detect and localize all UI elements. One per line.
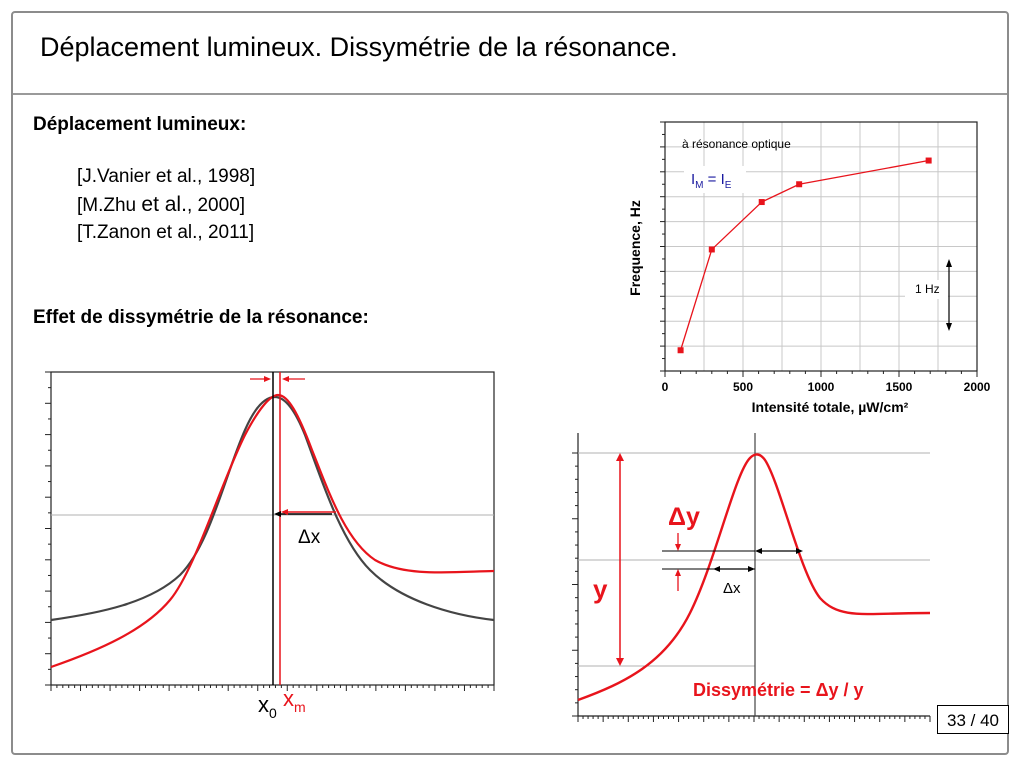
- reference-text-etal: et al.: [141, 193, 187, 216]
- dy-label: Δy: [668, 503, 700, 531]
- chart-grid: [665, 122, 977, 371]
- section-heading-asymmetry: Effet de dissymétrie de la résonance:: [33, 307, 369, 328]
- reference-vanier: [J.Vanier et al., 1998]: [77, 166, 255, 188]
- dx-label: Δx: [723, 580, 741, 597]
- dx-lower-head-left: [713, 566, 720, 572]
- data-point: [796, 181, 803, 188]
- x-marker-labels: x0 xm: [258, 686, 306, 721]
- y-span-head-bottom: [616, 658, 624, 666]
- dx-arrows: [713, 548, 803, 572]
- x-tick-label: 1000: [808, 380, 835, 394]
- y-span-arrow: [616, 453, 624, 666]
- annotation-background: [684, 166, 746, 193]
- dy-arrows: [675, 533, 681, 591]
- axis-ticks: [45, 371, 495, 691]
- x-tick-labels: 0 500 1000 1500 2000: [662, 380, 991, 394]
- y-axis-label: Frequence, Hz: [627, 200, 643, 296]
- axis-ticks: [660, 121, 978, 377]
- reference-text: [J.Vanier et al., 1998]: [77, 166, 256, 187]
- slide-title: Déplacement lumineux. Dissymétrie de la …: [40, 32, 678, 62]
- dx-lower-head-right: [748, 566, 755, 572]
- x-tick-label: 500: [733, 380, 753, 394]
- x-tick-label: 2000: [964, 380, 991, 394]
- x-tick-label: 1500: [886, 380, 913, 394]
- arrow-right-head: [282, 376, 289, 382]
- data-point: [758, 199, 765, 206]
- reference-text: [T.Zanon et al., 2011]: [77, 222, 255, 243]
- data-point: [708, 246, 715, 253]
- scale-label: 1 Hz: [915, 282, 940, 296]
- asymmetry-formula: Dissymétrie = Δy / y: [693, 680, 864, 700]
- dx-upper-head-right: [796, 548, 803, 554]
- series-red-curve: [577, 453, 931, 702]
- axis-ticks: [572, 452, 931, 722]
- xm-label: xm: [283, 686, 306, 715]
- scale-label-background: [905, 280, 948, 299]
- series-points: [677, 157, 932, 354]
- data-point: [677, 347, 684, 354]
- dx-upper-head-left: [755, 548, 762, 554]
- delta-x-arrows: [274, 509, 336, 517]
- data-point: [925, 157, 932, 164]
- annotation-optical-resonance: à résonance optique: [682, 137, 791, 151]
- x0-label: x0: [258, 692, 277, 721]
- slide-frame: [11, 11, 1009, 755]
- y-span-head-top: [616, 453, 624, 461]
- dx-black-head: [274, 511, 281, 517]
- scale-bar-1hz: 1 Hz: [905, 259, 952, 331]
- reference-text: [M.Zhu: [77, 195, 142, 216]
- section-heading-light-shift: Déplacement lumineux:: [33, 114, 247, 135]
- x-tick-label: 0: [662, 380, 669, 394]
- page-number: 33 / 40: [937, 705, 1009, 734]
- annotation-im-ie: IM = IE: [684, 166, 746, 193]
- reference-zhu: [M.Zhu et al., 2000]: [77, 193, 245, 217]
- peak-shift-arrows: [250, 376, 305, 382]
- scale-arrow-bottom: [946, 323, 952, 331]
- x-axis-label: Intensité totale, µW/cm²: [752, 399, 909, 415]
- arrow-left-head: [264, 376, 271, 382]
- y-label: y: [593, 574, 608, 604]
- dy-arrow-bottom-head: [675, 569, 681, 576]
- series-gray-curve: [50, 395, 495, 622]
- scale-arrow-top: [946, 259, 952, 267]
- reference-zanon: [T.Zanon et al., 2011]: [77, 222, 254, 244]
- title-divider: [13, 93, 1007, 95]
- series-red-curve: [50, 393, 495, 669]
- dx-label: Δx: [298, 527, 321, 548]
- asymmetry-definition-chart: y Δy Δx Dissymétrie = Δy / y: [572, 433, 931, 722]
- dy-arrow-top-head: [675, 544, 681, 551]
- light-shift-chart: à résonance optique IM = IE 1 Hz 0 500 100…: [627, 121, 991, 415]
- resonance-shift-chart: Δx x0 xm: [45, 371, 495, 721]
- dx-red-head: [281, 509, 288, 515]
- reference-text: , 2000]: [186, 195, 246, 216]
